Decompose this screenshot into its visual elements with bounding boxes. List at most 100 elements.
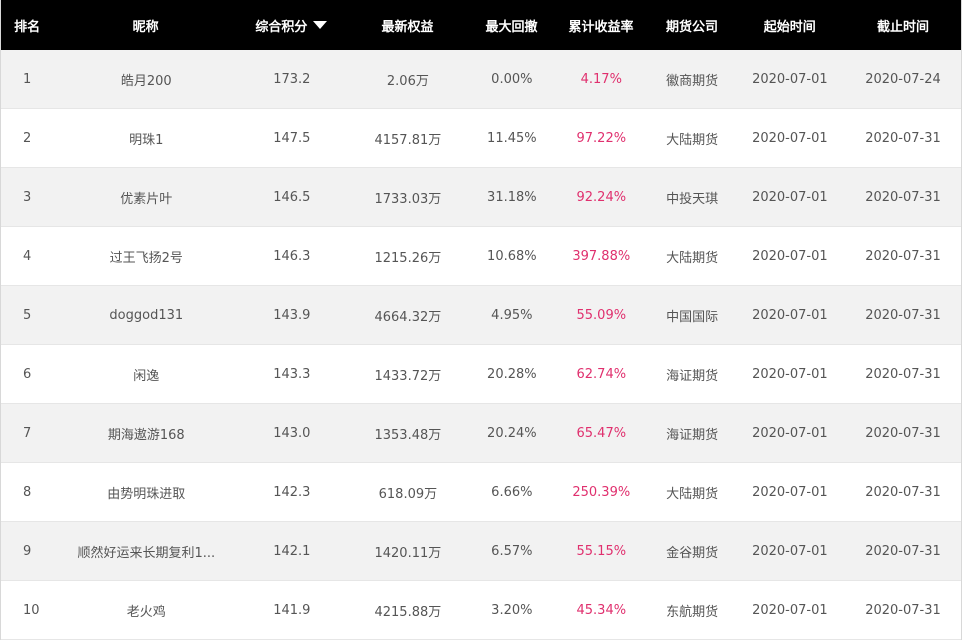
nickname-link[interactable]: 顺然好运来长期复利1... <box>77 545 216 561</box>
nickname-cell[interactable]: 优素片叶 <box>53 168 239 226</box>
company-cell: 大陆期货 <box>666 132 719 148</box>
rank-cell: 1 <box>23 71 32 87</box>
equity-cell: 4215.88万 <box>374 604 442 620</box>
score-cell: 143.0 <box>273 425 311 441</box>
rank-cell: 5 <box>23 307 32 323</box>
table-body: 1 皓月200 173.2 2.06万 0.00% 4.17% 徽商期货 2020-07-01… <box>1 50 961 640</box>
table-row: 4 过王飞扬2号 146.3 1215.26万 10.68% 397.88% 大陆期货 202… <box>1 227 961 286</box>
drawdown-cell: 10.68% <box>487 248 537 264</box>
nickname-link[interactable]: 由势明珠进取 <box>107 486 186 502</box>
score-cell: 141.9 <box>273 602 311 618</box>
return-cell: 55.09% <box>576 307 627 323</box>
header-score[interactable]: 综合积分 <box>238 0 344 50</box>
nickname-link[interactable]: 过王飞扬2号 <box>109 250 183 266</box>
nickname-cell[interactable]: 期海遨游168 <box>53 404 239 462</box>
company-cell: 大陆期货 <box>666 250 719 266</box>
table-row: 6 闲逸 143.3 1433.72万 20.28% 62.74% 海证期货 2020-07-… <box>1 345 961 404</box>
return-cell: 55.15% <box>576 543 627 559</box>
company-cell: 中国国际 <box>666 309 719 325</box>
rank-cell: 2 <box>23 130 32 146</box>
rank-cell: 4 <box>23 248 32 264</box>
header-equity[interactable]: 最新权益 <box>381 19 434 35</box>
header-start[interactable]: 起始时间 <box>763 19 816 35</box>
equity-cell: 4157.81万 <box>374 132 442 148</box>
end-time-cell: 2020-07-31 <box>865 484 941 500</box>
end-time-cell: 2020-07-31 <box>865 543 941 559</box>
equity-cell: 4664.32万 <box>374 309 442 325</box>
rank-cell: 8 <box>23 484 32 500</box>
return-cell: 250.39% <box>572 484 631 500</box>
score-cell: 173.2 <box>273 71 311 87</box>
sort-desc-icon[interactable] <box>313 21 328 29</box>
header-drawdown[interactable]: 最大回撤 <box>485 19 538 35</box>
table-row: 10 老火鸡 141.9 4215.88万 3.20% 45.34% 东航期货 2020-07… <box>1 581 961 640</box>
score-cell: 143.3 <box>273 366 311 382</box>
header-company[interactable]: 期货公司 <box>665 19 718 35</box>
return-cell: 62.74% <box>576 366 627 382</box>
nickname-cell[interactable]: 闲逸 <box>53 345 239 403</box>
return-cell: 97.22% <box>576 130 627 146</box>
end-time-cell: 2020-07-31 <box>865 130 941 146</box>
start-time-cell: 2020-07-01 <box>752 425 828 441</box>
company-cell: 海证期货 <box>666 368 719 384</box>
start-time-cell: 2020-07-01 <box>752 366 828 382</box>
nickname-cell[interactable]: 由势明珠进取 <box>53 463 239 521</box>
nickname-cell[interactable]: doggod131 <box>53 286 239 344</box>
rank-cell: 9 <box>23 543 32 559</box>
nickname-cell[interactable]: 明珠1 <box>53 109 239 167</box>
table-row: 2 明珠1 147.5 4157.81万 11.45% 97.22% 大陆期货 2020-07… <box>1 109 961 168</box>
drawdown-cell: 4.95% <box>491 307 533 323</box>
score-cell: 143.9 <box>273 307 311 323</box>
start-time-cell: 2020-07-01 <box>752 602 828 618</box>
header-nickname[interactable]: 昵称 <box>132 19 159 35</box>
equity-cell: 2.06万 <box>386 73 429 89</box>
nickname-link[interactable]: 老火鸡 <box>126 604 166 620</box>
equity-cell: 618.09万 <box>378 486 438 502</box>
nickname-cell[interactable]: 过王飞扬2号 <box>53 227 239 285</box>
company-cell: 大陆期货 <box>666 486 719 502</box>
score-cell: 142.3 <box>273 484 311 500</box>
start-time-cell: 2020-07-01 <box>752 484 828 500</box>
score-cell: 142.1 <box>273 543 311 559</box>
drawdown-cell: 11.45% <box>487 130 537 146</box>
return-cell: 92.24% <box>576 189 627 205</box>
drawdown-cell: 3.20% <box>491 602 533 618</box>
start-time-cell: 2020-07-01 <box>752 71 828 87</box>
rank-cell: 3 <box>23 189 32 205</box>
score-cell: 146.3 <box>273 248 311 264</box>
start-time-cell: 2020-07-01 <box>752 307 828 323</box>
header-score-label: 综合积分 <box>255 19 308 35</box>
company-cell: 东航期货 <box>666 604 719 620</box>
nickname-link[interactable]: 明珠1 <box>129 132 164 148</box>
drawdown-cell: 6.66% <box>491 484 533 500</box>
header-rank[interactable]: 排名 <box>14 19 41 35</box>
start-time-cell: 2020-07-01 <box>752 248 828 264</box>
end-time-cell: 2020-07-31 <box>865 248 941 264</box>
nickname-link[interactable]: 期海遨游168 <box>107 427 185 443</box>
equity-cell: 1215.26万 <box>374 250 442 266</box>
nickname-cell[interactable]: 顺然好运来长期复利1... <box>53 522 239 580</box>
company-cell: 中投天琪 <box>666 191 719 207</box>
table-row: 8 由势明珠进取 142.3 618.09万 6.66% 250.39% 大陆期货 2020-… <box>1 463 961 522</box>
equity-cell: 1420.11万 <box>374 545 442 561</box>
end-time-cell: 2020-07-31 <box>865 602 941 618</box>
end-time-cell: 2020-07-31 <box>865 307 941 323</box>
nickname-cell[interactable]: 皓月200 <box>53 50 239 108</box>
drawdown-cell: 6.57% <box>491 543 533 559</box>
rank-cell: 10 <box>23 602 40 618</box>
table-header: 排名 昵称 综合积分 最新权益 最大回撤 累计收益率 期货公司 起始时间 截止时… <box>1 0 961 50</box>
table-row: 9 顺然好运来长期复利1... 142.1 1420.11万 6.57% 55.15% 金谷… <box>1 522 961 581</box>
drawdown-cell: 20.24% <box>487 425 537 441</box>
nickname-link[interactable]: doggod131 <box>109 307 184 323</box>
rank-cell: 7 <box>23 425 32 441</box>
nickname-link[interactable]: 优素片叶 <box>120 191 173 207</box>
nickname-link[interactable]: 皓月200 <box>120 73 172 89</box>
table-row: 1 皓月200 173.2 2.06万 0.00% 4.17% 徽商期货 2020-07-01… <box>1 50 961 109</box>
header-return[interactable]: 累计收益率 <box>568 19 634 35</box>
nickname-link[interactable]: 闲逸 <box>133 368 160 384</box>
drawdown-cell: 31.18% <box>487 189 537 205</box>
header-end[interactable]: 截止时间 <box>876 19 929 35</box>
company-cell: 金谷期货 <box>666 545 719 561</box>
nickname-cell[interactable]: 老火鸡 <box>53 581 239 639</box>
drawdown-cell: 0.00% <box>491 71 533 87</box>
